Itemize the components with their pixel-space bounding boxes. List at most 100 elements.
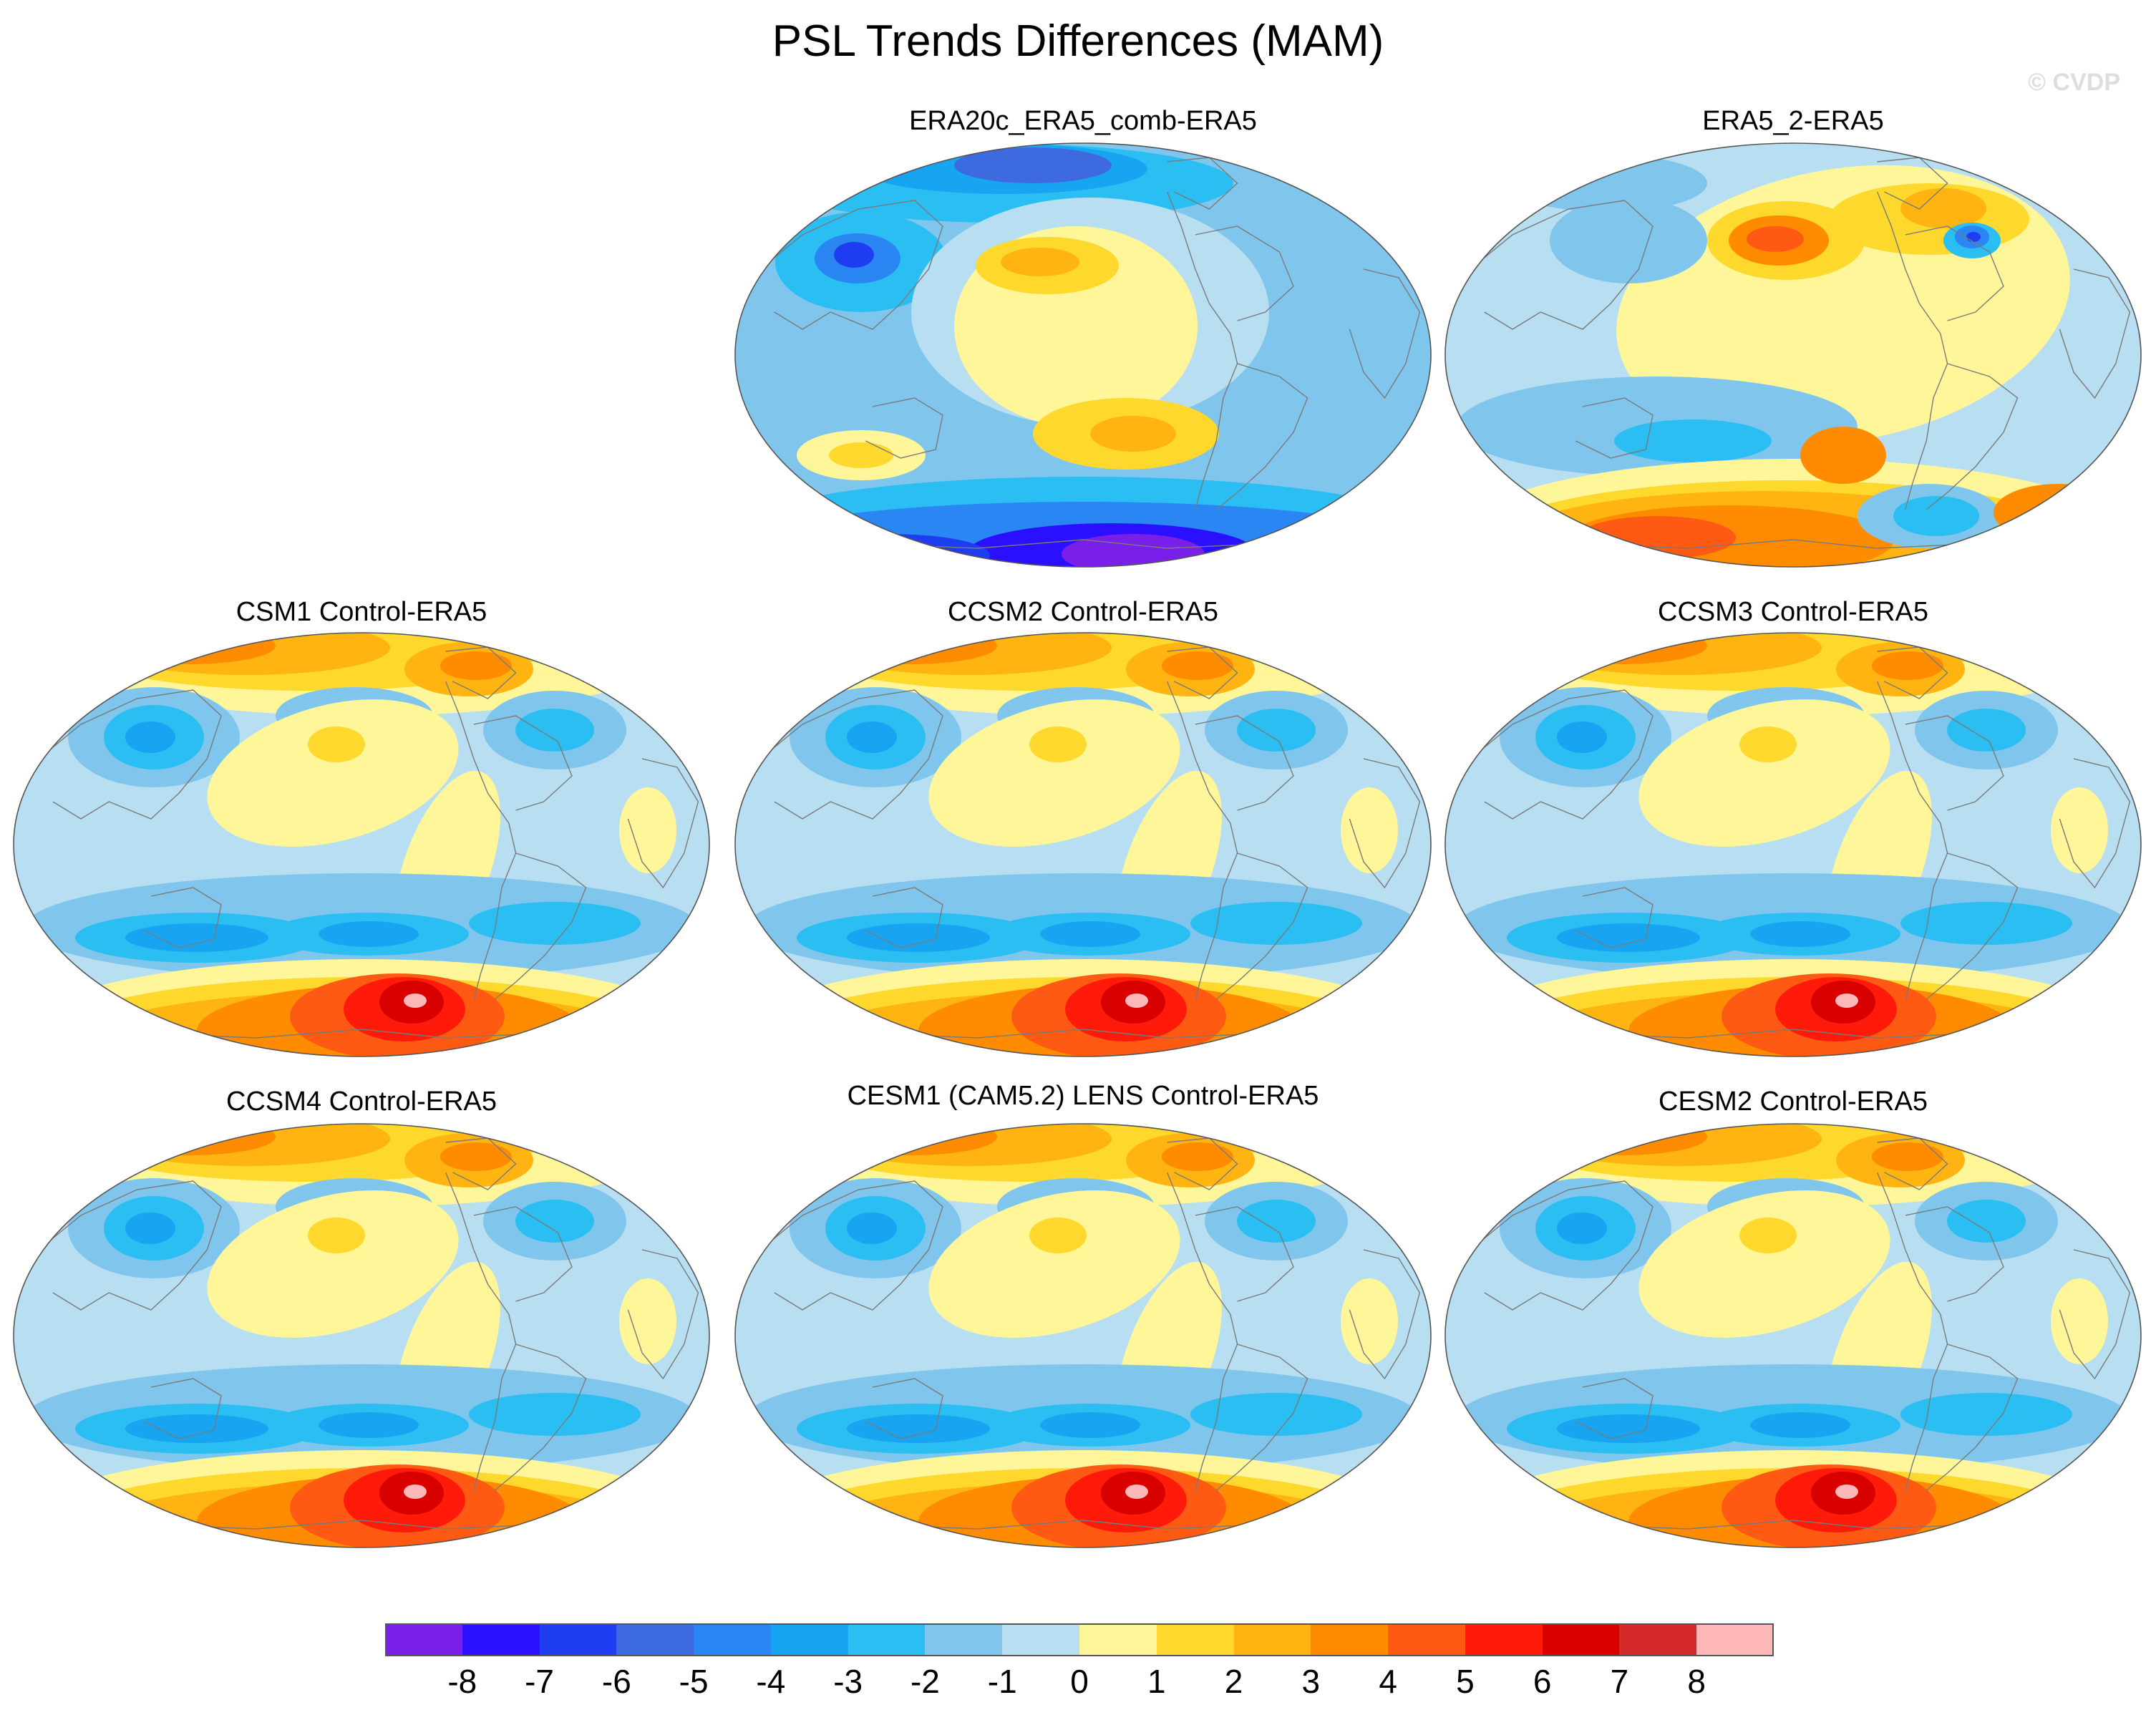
colorbar-tick-label: 2: [1224, 1663, 1243, 1700]
coastline: [1575, 887, 1654, 948]
colorbar-box: [1465, 1623, 1543, 1656]
coastline: [1926, 1344, 2019, 1491]
contour-region: [1800, 427, 1886, 484]
coastline: [473, 1206, 573, 1302]
coastline: [1905, 225, 2004, 321]
map-svg: [1444, 632, 2142, 1057]
contour-region: [1237, 709, 1316, 752]
contour-region: [125, 722, 175, 753]
colorbar-box: [1696, 1623, 1774, 1656]
contour-region: [847, 1213, 897, 1244]
contour-region: [1029, 1218, 1087, 1253]
coastline: [1575, 1378, 1654, 1439]
coastline: [1215, 1344, 1308, 1491]
contour-region: [125, 1414, 268, 1443]
contour-region: [1638, 1190, 1890, 1338]
colorbar-box: [1542, 1623, 1620, 1656]
colorbar-tick-label: 1: [1147, 1663, 1166, 1700]
contour-region: [1125, 993, 1148, 1008]
colorbar-tick-label: 4: [1379, 1663, 1397, 1700]
coastline: [1195, 715, 1294, 811]
contour-region: [1090, 416, 1176, 452]
map-svg: [734, 142, 1432, 568]
map-border: [734, 1123, 1432, 1548]
contour-region: [619, 1278, 676, 1364]
coastline: [494, 1344, 587, 1491]
contour-region: [834, 242, 874, 268]
contour-region: [619, 787, 676, 873]
contour-region: [1341, 787, 1398, 873]
map-border: [1444, 632, 2142, 1057]
coastline: [1166, 191, 1238, 510]
colorbar-box: [462, 1623, 540, 1656]
panel-title-ccsm2: CCSM2 Control-ERA5: [948, 597, 1218, 627]
contour-region: [1747, 226, 1804, 252]
contour-region: [469, 902, 641, 945]
map-panel-csm1: [11, 630, 712, 1059]
coastline: [1195, 225, 1294, 321]
coastline: [627, 758, 699, 889]
map-border: [1444, 142, 2142, 568]
coastline: [759, 1180, 943, 1311]
coastline: [473, 715, 573, 811]
map-panel-cesm1: [732, 1121, 1434, 1550]
colorbar-tick-label: -3: [833, 1663, 863, 1700]
contour-region: [1040, 1412, 1140, 1438]
coastline: [1876, 191, 1948, 510]
map-svg: [1444, 142, 2142, 568]
contour-region: [1750, 1412, 1850, 1438]
coastline: [1215, 363, 1308, 510]
map-panel-ccsm2: [732, 630, 1434, 1059]
panel-title-era5-2: ERA5_2-ERA5: [1702, 106, 1884, 136]
contour-fill-group: [1445, 143, 2141, 567]
coastline: [1877, 646, 1948, 699]
contour-region: [404, 1485, 427, 1499]
colorbar: [385, 1623, 1774, 1656]
colorbar-tick-label: -2: [910, 1663, 940, 1700]
coastline: [1876, 1172, 1948, 1491]
contour-region: [1040, 921, 1140, 947]
coastline: [1166, 681, 1238, 1000]
coastline: [143, 1378, 222, 1439]
contour-region: [1237, 1200, 1316, 1243]
contour-region: [1557, 1414, 1700, 1443]
contour-region: [1872, 1142, 1943, 1171]
figure-title: PSL Trends Differences (MAM): [772, 16, 1384, 66]
contour-region: [125, 1213, 175, 1244]
contour-region: [928, 1190, 1180, 1338]
map-panel-ccsm4: [11, 1121, 712, 1550]
contour-region: [1872, 651, 1943, 680]
coastline: [38, 1180, 222, 1311]
contour-region: [847, 722, 897, 753]
colorbar-box: [1156, 1623, 1235, 1656]
colorbar-tick-label: 8: [1687, 1663, 1706, 1700]
map-panel-era20c: [732, 140, 1434, 570]
coastline: [1926, 852, 2019, 1000]
contour-region: [1190, 902, 1362, 945]
contour-region: [1900, 902, 2072, 945]
contour-region: [1614, 419, 1772, 462]
colorbar-tick-label: -6: [601, 1663, 631, 1700]
contour-region: [2051, 1278, 2108, 1364]
colorbar-box: [1311, 1623, 1389, 1656]
contour-region: [1835, 993, 1858, 1008]
panel-title-ccsm3: CCSM3 Control-ERA5: [1658, 597, 1928, 627]
coastline: [1877, 1137, 1948, 1190]
coastline: [1167, 646, 1238, 699]
contour-region: [1835, 1485, 1858, 1499]
contour-region: [1900, 188, 1986, 228]
coastline: [865, 887, 943, 948]
map-svg: [13, 1123, 710, 1548]
coastline: [1876, 681, 1948, 1000]
contour-region: [928, 699, 1180, 847]
contour-region: [847, 1414, 990, 1443]
contour-region: [1557, 722, 1607, 753]
contour-region: [1190, 1393, 1362, 1436]
map-border: [1444, 1123, 2142, 1548]
contour-region: [404, 993, 427, 1008]
coastline: [627, 1249, 699, 1380]
colorbar-tick-label: -8: [447, 1663, 477, 1700]
credit-watermark: © CVDP: [2028, 69, 2120, 96]
panel-title-csm1: CSM1 Control-ERA5: [235, 597, 487, 627]
contour-region: [1947, 1200, 2026, 1243]
